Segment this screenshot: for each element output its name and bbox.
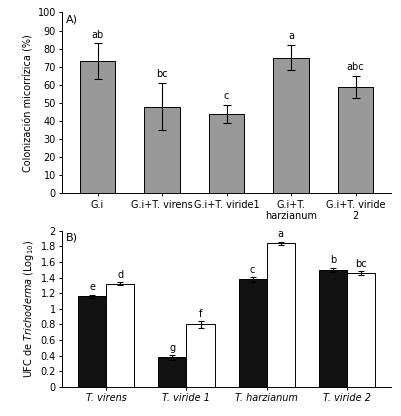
Bar [186, 324, 215, 387]
Bar [319, 270, 347, 387]
Text: a: a [278, 230, 284, 240]
Bar [239, 279, 267, 387]
Legend: Sin micorriza, Con micorriza: Sin micorriza, Con micorriza [144, 236, 309, 247]
Bar [209, 114, 244, 193]
Text: bc: bc [355, 259, 367, 269]
Y-axis label: Colonización micorrízica (%): Colonización micorrízica (%) [23, 34, 33, 172]
Text: abc: abc [347, 62, 365, 72]
Text: b: b [330, 255, 336, 265]
Text: d: d [117, 270, 124, 280]
Y-axis label: UFC de $\it{Trichoderma}$ (Log$_{10}$): UFC de $\it{Trichoderma}$ (Log$_{10}$) [22, 240, 36, 378]
Bar [78, 296, 106, 387]
Text: bc: bc [156, 69, 168, 79]
Text: g: g [169, 342, 176, 352]
Bar [144, 106, 180, 193]
Text: c: c [250, 265, 255, 275]
Bar [158, 357, 186, 387]
Bar [267, 243, 295, 387]
Text: B): B) [65, 233, 77, 243]
Text: f: f [199, 309, 202, 319]
Text: e: e [89, 282, 95, 292]
Bar [80, 61, 115, 193]
Bar [106, 284, 134, 387]
Bar [273, 58, 309, 193]
Text: A): A) [65, 14, 77, 24]
Bar [338, 87, 373, 193]
Text: c: c [224, 91, 229, 101]
Bar [347, 273, 375, 387]
Text: a: a [288, 32, 294, 42]
Text: ab: ab [91, 30, 104, 40]
